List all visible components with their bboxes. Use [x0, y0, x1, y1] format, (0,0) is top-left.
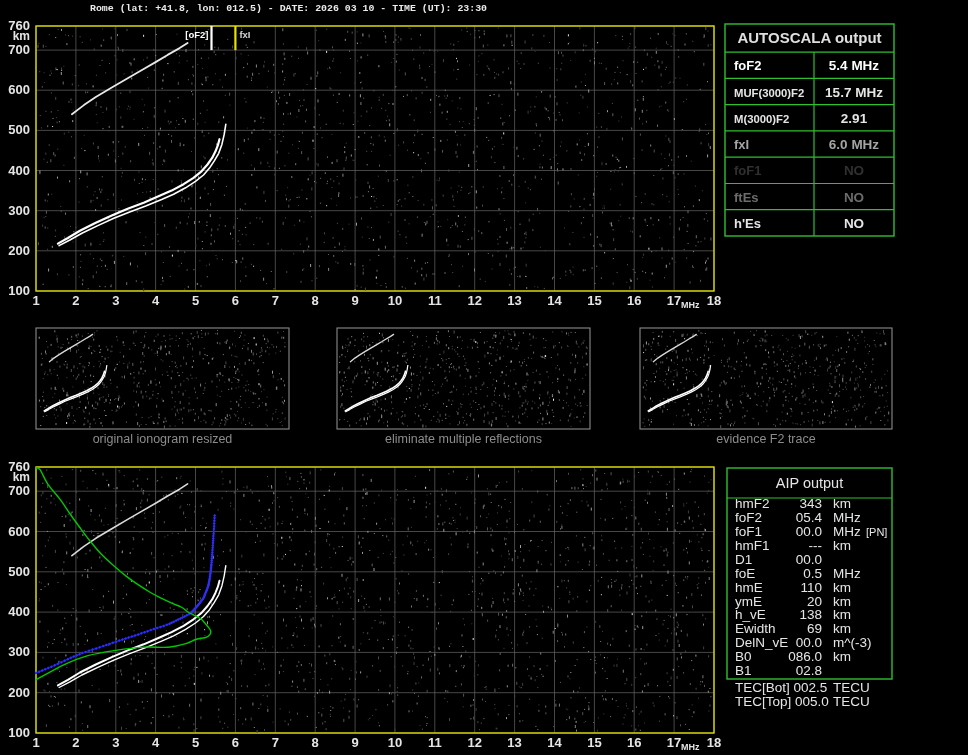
svg-text:05.4: 05.4	[796, 510, 823, 525]
svg-text:138: 138	[799, 607, 822, 622]
svg-text:MHz: MHz	[833, 566, 861, 581]
svg-text:TEC[Top] 005.0: TEC[Top] 005.0	[735, 694, 829, 709]
svg-text:110: 110	[800, 580, 822, 595]
svg-text:ymE: ymE	[735, 594, 762, 609]
svg-text:km: km	[833, 496, 851, 511]
svg-text:MHz: MHz	[833, 510, 861, 525]
svg-text:---: ---	[809, 538, 823, 553]
svg-text:MHz: MHz	[833, 524, 861, 539]
svg-text:B1: B1	[735, 663, 752, 678]
svg-text:m^(-3): m^(-3)	[833, 635, 872, 650]
svg-text:km: km	[833, 594, 851, 609]
svg-text:02.8: 02.8	[796, 663, 822, 678]
svg-text:DelN_vE: DelN_vE	[735, 635, 788, 650]
svg-text:km: km	[833, 621, 851, 636]
svg-text:km: km	[833, 538, 851, 553]
svg-text:B0: B0	[735, 649, 752, 664]
svg-text:343: 343	[799, 496, 822, 511]
svg-text:h_vE: h_vE	[735, 607, 766, 622]
svg-text:TECU: TECU	[833, 694, 870, 709]
svg-text:00.0: 00.0	[796, 524, 822, 539]
svg-text:Ewidth: Ewidth	[735, 621, 776, 636]
svg-text:0.5: 0.5	[803, 566, 822, 581]
svg-text:TEC[Bot] 002.5: TEC[Bot] 002.5	[735, 680, 827, 695]
svg-text:TECU: TECU	[833, 680, 870, 695]
svg-text:00.0: 00.0	[796, 552, 822, 567]
svg-text:hmE: hmE	[735, 580, 763, 595]
svg-text:foF1: foF1	[735, 524, 762, 539]
svg-text:00.0: 00.0	[796, 635, 822, 650]
svg-text:km: km	[833, 580, 851, 595]
svg-text:AIP output: AIP output	[776, 475, 843, 491]
svg-text:foE: foE	[735, 566, 755, 581]
svg-text:foF2: foF2	[735, 510, 762, 525]
svg-text:[PN]: [PN]	[866, 526, 887, 538]
svg-text:hmF2: hmF2	[735, 496, 770, 511]
svg-text:km: km	[833, 649, 851, 664]
svg-text:20: 20	[807, 594, 822, 609]
svg-text:km: km	[833, 607, 851, 622]
svg-text:hmF1: hmF1	[735, 538, 770, 553]
svg-text:D1: D1	[735, 552, 752, 567]
svg-text:69: 69	[807, 621, 822, 636]
svg-text:086.0: 086.0	[788, 649, 822, 664]
